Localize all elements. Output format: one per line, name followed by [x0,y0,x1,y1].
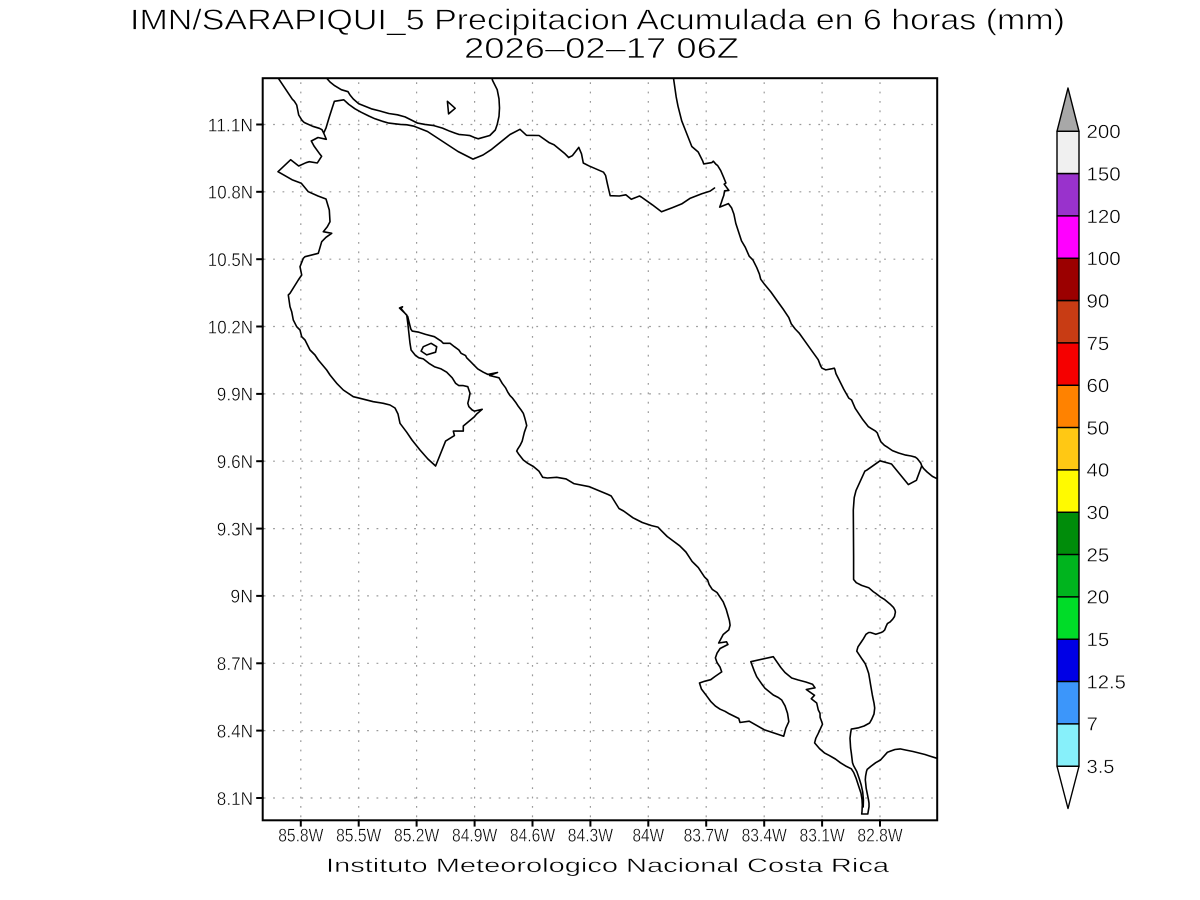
svg-text:40: 40 [1087,461,1110,482]
svg-text:Instituto Meteorologico Nacion: Instituto Meteorologico Nacional Costa R… [326,855,889,877]
svg-text:30: 30 [1087,503,1110,524]
svg-text:50: 50 [1087,418,1110,439]
svg-text:85.8W: 85.8W [278,824,324,845]
svg-text:15: 15 [1087,630,1110,651]
svg-text:10.8N: 10.8N [208,182,253,203]
svg-text:11.1N: 11.1N [208,114,253,135]
svg-text:10.2N: 10.2N [208,316,253,337]
svg-text:75: 75 [1087,334,1110,355]
svg-text:83.7W: 83.7W [684,824,730,845]
svg-text:10.5N: 10.5N [208,249,253,270]
svg-text:8.1N: 8.1N [217,788,253,809]
svg-text:9.6N: 9.6N [217,451,253,472]
svg-text:120: 120 [1087,207,1121,228]
svg-text:12.5: 12.5 [1087,672,1126,693]
svg-text:2026–02–17 06Z: 2026–02–17 06Z [464,33,739,65]
svg-text:84.3W: 84.3W [568,824,614,845]
svg-text:100: 100 [1087,249,1121,270]
svg-text:8.4N: 8.4N [217,720,253,741]
svg-text:82.8W: 82.8W [857,824,903,845]
svg-text:9N: 9N [230,586,253,607]
svg-text:84W: 84W [633,824,665,845]
svg-text:9.3N: 9.3N [217,518,253,539]
svg-text:84.9W: 84.9W [452,824,498,845]
svg-text:60: 60 [1087,376,1110,397]
svg-text:25: 25 [1087,545,1110,566]
svg-text:200: 200 [1087,122,1121,143]
svg-text:150: 150 [1087,164,1121,185]
svg-text:8.7N: 8.7N [217,653,253,674]
svg-text:85.5W: 85.5W [336,824,382,845]
svg-text:IMN/SARAPIQUI_5 Precipitacion: IMN/SARAPIQUI_5 Precipitacion Acumulada … [130,4,1065,36]
svg-text:83.1W: 83.1W [800,824,846,845]
svg-text:85.2W: 85.2W [394,824,440,845]
svg-text:90: 90 [1087,291,1110,312]
svg-text:83.4W: 83.4W [742,824,788,845]
svg-text:9.9N: 9.9N [217,384,253,405]
svg-text:7: 7 [1087,715,1098,736]
svg-text:3.5: 3.5 [1087,757,1115,778]
svg-text:20: 20 [1087,588,1110,609]
svg-text:84.6W: 84.6W [510,824,556,845]
